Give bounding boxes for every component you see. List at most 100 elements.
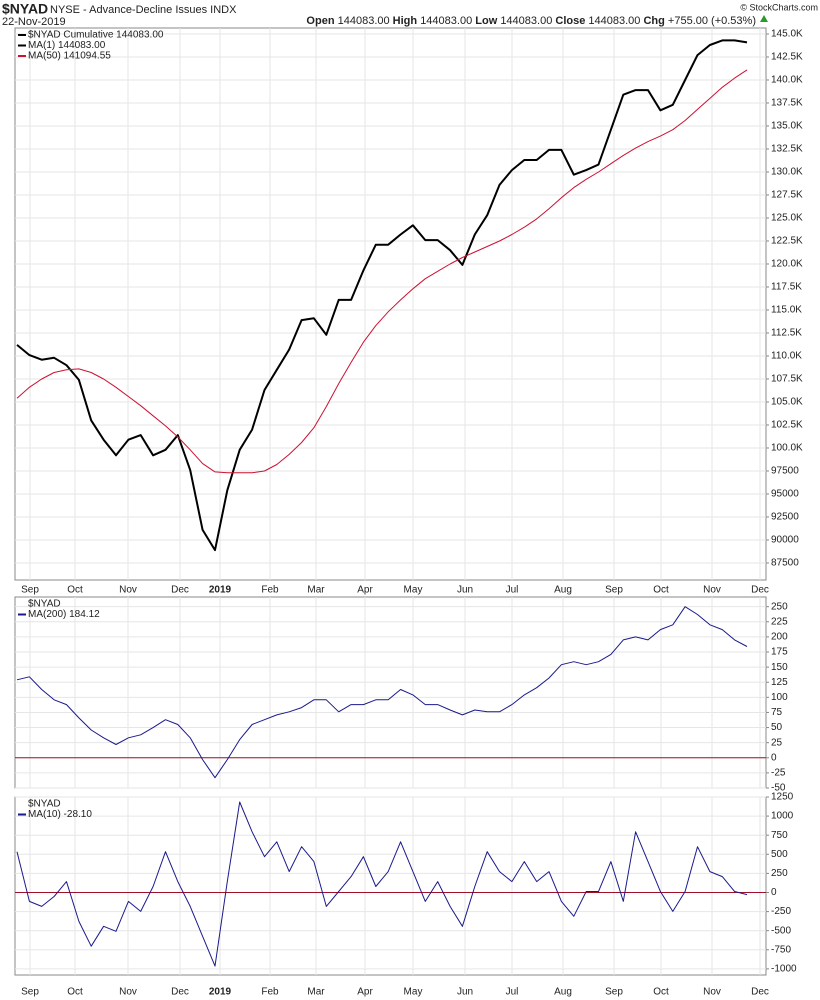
legend-label: $NYAD bbox=[28, 599, 61, 610]
x-tick-label: Nov bbox=[119, 987, 137, 998]
x-tick-label: Jul bbox=[506, 987, 519, 998]
y-tick-label: 107.5K bbox=[771, 374, 803, 385]
y-tick-label: 250 bbox=[771, 868, 788, 879]
y-tick-label: 100.0K bbox=[771, 443, 803, 454]
y-tick-label: 75 bbox=[771, 707, 783, 718]
x-tick-label: Sep bbox=[605, 585, 623, 596]
x-tick-label: Nov bbox=[703, 987, 721, 998]
y-tick-label: 115.0K bbox=[771, 305, 802, 316]
y-tick-label: 175 bbox=[771, 647, 788, 658]
x-tick-label: Oct bbox=[67, 987, 83, 998]
y-tick-label: -50 bbox=[771, 783, 786, 794]
x-tick-label: Dec bbox=[751, 585, 769, 596]
y-tick-label: 117.5K bbox=[771, 282, 802, 293]
quote: Open 144083.00 High 144083.00 Low 144083… bbox=[306, 15, 756, 27]
x-tick-label: Apr bbox=[357, 585, 373, 596]
quote-value: +755.00 (+0.53%) bbox=[668, 15, 756, 27]
x-tick-label: Jun bbox=[457, 987, 473, 998]
quote-value: 144083.00 bbox=[588, 15, 640, 27]
x-tick-label: Aug bbox=[554, 585, 572, 596]
y-tick-label: 105.0K bbox=[771, 397, 803, 408]
y-tick-label: 500 bbox=[771, 849, 788, 860]
y-tick-label: -250 bbox=[771, 906, 791, 917]
y-tick-label: -750 bbox=[771, 944, 791, 955]
quote-label: Open bbox=[306, 15, 334, 27]
legend-label: MA(1) 144083.00 bbox=[28, 40, 106, 51]
legend-label: MA(10) -28.10 bbox=[28, 809, 92, 820]
y-tick-label: 750 bbox=[771, 830, 788, 841]
x-tick-label: Sep bbox=[21, 585, 39, 596]
y-tick-label: 102.5K bbox=[771, 420, 803, 431]
y-tick-label: 127.5K bbox=[771, 190, 803, 201]
y-tick-label: 200 bbox=[771, 632, 788, 643]
panel-frame bbox=[14, 27, 767, 581]
series-line bbox=[16, 801, 748, 967]
x-tick-label: 2019 bbox=[209, 987, 232, 998]
y-tick-label: 112.5K bbox=[771, 328, 802, 339]
quote-value: 144083.00 bbox=[500, 15, 552, 27]
x-tick-label: Dec bbox=[171, 585, 189, 596]
symbol: $NYAD bbox=[2, 1, 48, 17]
x-tick-label: Nov bbox=[119, 585, 137, 596]
x-tick-label: Nov bbox=[703, 585, 721, 596]
y-tick-label: 110.0K bbox=[771, 351, 802, 362]
quote-value: 144083.00 bbox=[338, 15, 390, 27]
y-tick-label: -500 bbox=[771, 925, 791, 936]
series-line bbox=[16, 39, 748, 552]
quote-label: Close bbox=[555, 15, 585, 27]
y-tick-label: 97500 bbox=[771, 466, 799, 477]
quote-label: High bbox=[393, 15, 418, 27]
date: 22-Nov-2019 bbox=[2, 16, 66, 28]
y-tick-label: 125 bbox=[771, 677, 788, 688]
x-tick-label: Jul bbox=[506, 585, 519, 596]
y-tick-label: 150 bbox=[771, 662, 788, 673]
y-tick-label: 122.5K bbox=[771, 236, 803, 247]
y-tick-label: 250 bbox=[771, 601, 788, 612]
x-tick-label: Dec bbox=[171, 987, 189, 998]
x-tick-label: May bbox=[404, 585, 423, 596]
description: NYSE - Advance-Decline Issues INDX bbox=[50, 4, 237, 16]
x-tick-label: Mar bbox=[307, 585, 325, 596]
quote-label: Chg bbox=[643, 15, 664, 27]
up-arrow bbox=[760, 15, 768, 22]
y-tick-label: -25 bbox=[771, 768, 786, 779]
legend-label: MA(50) 141094.55 bbox=[28, 51, 111, 62]
y-tick-label: 0 bbox=[771, 752, 777, 763]
y-tick-label: 140.0K bbox=[771, 75, 803, 86]
y-tick-label: 1250 bbox=[771, 792, 794, 803]
y-tick-label: 142.5K bbox=[771, 52, 803, 63]
y-tick-label: 1000 bbox=[771, 811, 794, 822]
y-tick-label: 95000 bbox=[771, 489, 799, 500]
x-tick-label: 2019 bbox=[209, 585, 232, 596]
legend-label: MA(200) 184.12 bbox=[28, 609, 100, 620]
panel-frame bbox=[14, 796, 767, 976]
quote-value: 144083.00 bbox=[420, 15, 472, 27]
y-tick-label: 87500 bbox=[771, 558, 799, 569]
x-tick-label: May bbox=[404, 987, 423, 998]
x-tick-label: Oct bbox=[67, 585, 83, 596]
series-line bbox=[16, 69, 748, 474]
series-line bbox=[16, 606, 748, 779]
x-tick-label: Dec bbox=[751, 987, 769, 998]
y-tick-label: 137.5K bbox=[771, 98, 803, 109]
y-tick-label: 90000 bbox=[771, 535, 799, 546]
y-tick-label: 50 bbox=[771, 722, 783, 733]
x-tick-label: Aug bbox=[554, 987, 572, 998]
y-tick-label: 100 bbox=[771, 692, 788, 703]
x-tick-label: Sep bbox=[21, 987, 39, 998]
panel-frame bbox=[14, 596, 767, 789]
y-tick-label: 225 bbox=[771, 616, 788, 627]
y-tick-label: 92500 bbox=[771, 512, 799, 523]
y-tick-label: 120.0K bbox=[771, 259, 803, 270]
x-tick-label: Mar bbox=[307, 987, 325, 998]
y-tick-label: 145.0K bbox=[771, 29, 803, 40]
x-tick-label: Oct bbox=[653, 987, 669, 998]
quote-label: Low bbox=[475, 15, 497, 27]
y-tick-label: 135.0K bbox=[771, 121, 803, 132]
x-tick-label: Oct bbox=[653, 585, 669, 596]
x-tick-label: Feb bbox=[261, 585, 279, 596]
y-tick-label: 125.0K bbox=[771, 213, 803, 224]
y-tick-label: 25 bbox=[771, 737, 783, 748]
x-tick-label: Jun bbox=[457, 585, 473, 596]
